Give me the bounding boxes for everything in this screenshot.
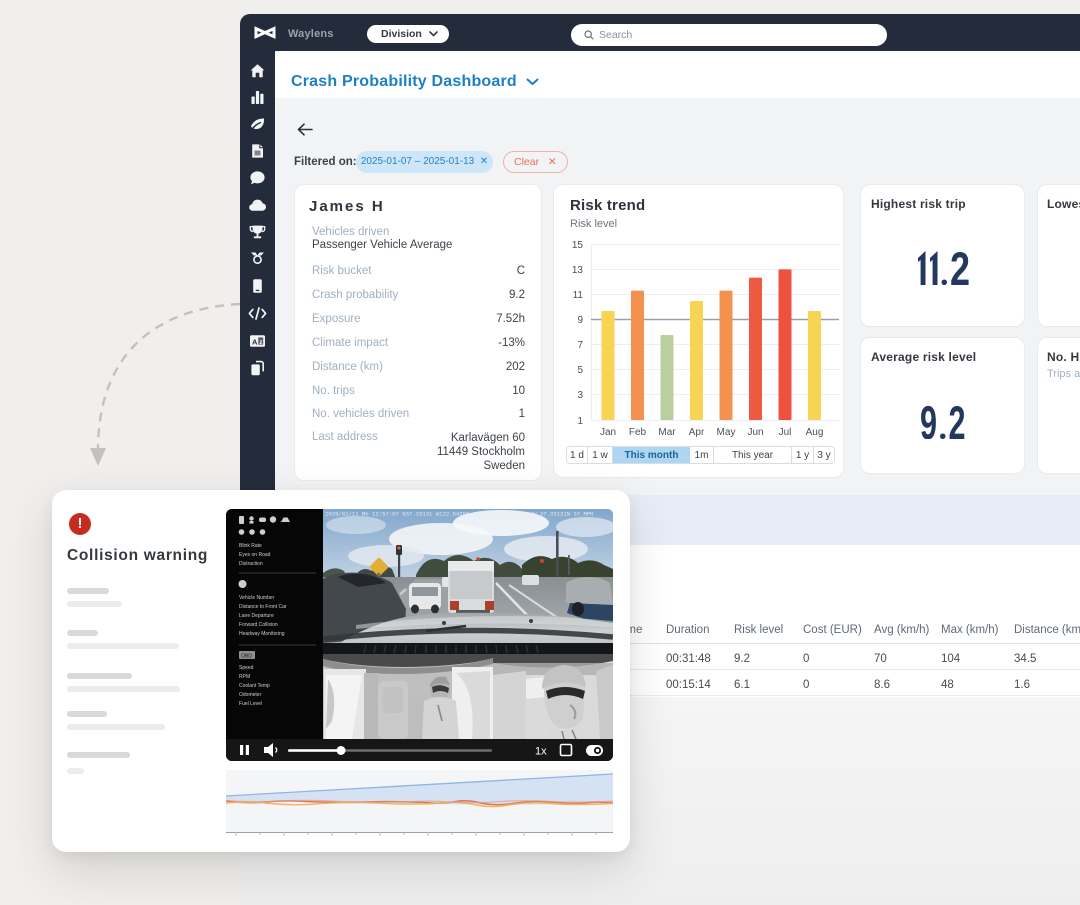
svg-text:9: 9	[920, 405, 937, 439]
svg-text:5: 5	[577, 365, 583, 376]
svg-text:Mar: Mar	[658, 427, 676, 437]
svg-text:Fuel Level: Fuel Level	[239, 701, 262, 707]
svg-text:2: 2	[949, 405, 966, 439]
svg-text:Headway Monitoring: Headway Monitoring	[239, 631, 285, 637]
svg-text:Forward Collision: Forward Collision	[239, 622, 278, 628]
svg-text:Jul: Jul	[779, 427, 792, 437]
svg-text:11: 11	[573, 290, 584, 301]
svg-text:May: May	[717, 427, 736, 437]
svg-text:OBD: OBD	[241, 654, 252, 660]
svg-text:Lane Departure: Lane Departure	[239, 613, 274, 619]
svg-text:1x: 1x	[535, 746, 547, 758]
svg-text:Distraction: Distraction	[239, 561, 263, 567]
svg-text:A: A	[252, 337, 258, 346]
svg-text:Vehicle Number: Vehicle Number	[239, 595, 275, 601]
svg-text:9: 9	[577, 315, 583, 326]
svg-text:Odometer: Odometer	[239, 692, 262, 698]
svg-text:Apr: Apr	[689, 427, 705, 437]
svg-text:Eyes on Road: Eyes on Road	[239, 552, 271, 558]
svg-text:Blink Rate: Blink Rate	[239, 543, 262, 549]
svg-text:Aug: Aug	[806, 427, 824, 437]
svg-text:13: 13	[572, 265, 584, 276]
svg-text:z: z	[259, 339, 263, 346]
svg-text:1: 1	[577, 416, 583, 427]
svg-text:3: 3	[577, 390, 583, 401]
svg-text:Distance to Front Car: Distance to Front Car	[239, 604, 287, 610]
svg-text:2025/01/11 Mo 12:57:07 N37.331: 2025/01/11 Mo 12:57:07 N37.33131 W122.04…	[325, 511, 594, 518]
svg-text:Jan: Jan	[600, 427, 616, 437]
svg-text:Feb: Feb	[629, 427, 647, 437]
svg-text:Coolant Temp: Coolant Temp	[239, 683, 270, 689]
svg-text:RPM: RPM	[239, 674, 250, 680]
svg-text:2: 2	[950, 251, 970, 285]
svg-text:Speed: Speed	[239, 665, 254, 671]
svg-text:7: 7	[577, 340, 583, 351]
svg-text:15: 15	[572, 240, 584, 251]
svg-text:Jun: Jun	[747, 427, 763, 437]
